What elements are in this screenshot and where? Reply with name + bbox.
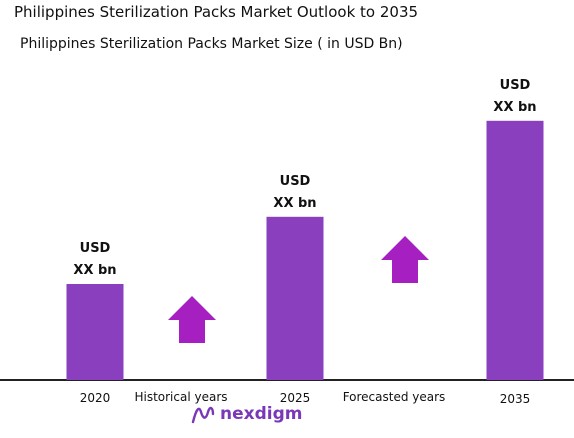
bar-2035 <box>486 120 544 381</box>
chart-title: Philippines Sterilization Packs Market O… <box>14 3 419 21</box>
bar-2025 <box>266 216 324 380</box>
logo-text: nexdigm <box>220 404 303 424</box>
bar-label-currency-2020: USD <box>80 241 111 256</box>
period-label-1: Historical years <box>134 390 227 404</box>
nexdigm-logo-icon <box>191 406 215 424</box>
bar-label-value-2020: XX bn <box>73 263 116 278</box>
x-tick-label-2020: 2020 <box>80 391 111 405</box>
bar-2020 <box>66 284 124 380</box>
bar-label-value-2035: XX bn <box>493 100 536 115</box>
bar-label-value-2025: XX bn <box>273 196 316 211</box>
bar-label-currency-2035: USD <box>500 78 531 93</box>
x-tick-label-2025: 2025 <box>280 391 311 405</box>
up-arrow-1 <box>168 296 216 343</box>
up-arrow-2 <box>381 236 429 283</box>
period-label-2: Forecasted years <box>343 390 446 404</box>
x-tick-label-2035: 2035 <box>500 392 531 406</box>
nexdigm-logo: nexdigm <box>190 402 302 426</box>
bar-label-currency-2025: USD <box>280 174 311 189</box>
chart-subtitle: Philippines Sterilization Packs Market S… <box>20 36 403 52</box>
